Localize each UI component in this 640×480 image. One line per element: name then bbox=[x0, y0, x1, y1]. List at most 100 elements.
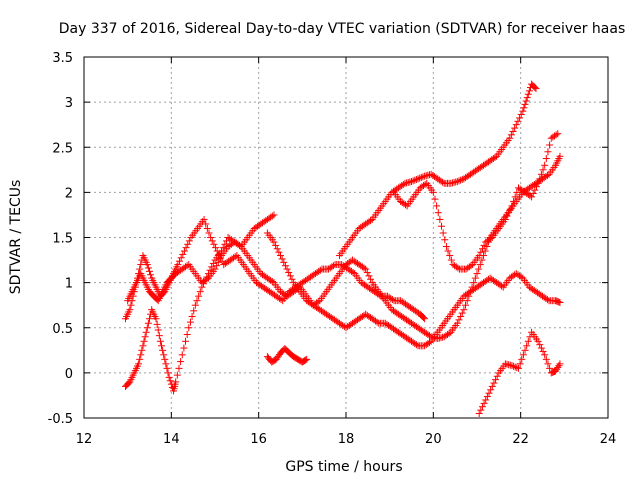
data-point bbox=[442, 243, 450, 251]
data-point bbox=[288, 275, 296, 283]
data-point bbox=[534, 337, 542, 345]
data-point bbox=[180, 344, 188, 352]
data-point bbox=[154, 326, 162, 334]
data-point bbox=[462, 301, 470, 309]
data-point bbox=[537, 170, 545, 178]
data-point bbox=[160, 351, 168, 359]
data-point bbox=[525, 87, 533, 95]
data-point bbox=[513, 364, 521, 372]
data-point bbox=[531, 186, 539, 194]
data-point bbox=[482, 396, 490, 404]
data-point bbox=[316, 266, 324, 274]
data-point bbox=[537, 344, 545, 352]
data-point bbox=[349, 268, 357, 276]
x-tick-label: 12 bbox=[76, 432, 93, 447]
data-point bbox=[514, 364, 522, 372]
data-point bbox=[466, 288, 474, 296]
data-point bbox=[553, 365, 561, 373]
data-point bbox=[273, 245, 281, 253]
data-point bbox=[493, 372, 501, 380]
data-point bbox=[447, 256, 455, 264]
data-point bbox=[146, 267, 153, 275]
data-point bbox=[314, 298, 322, 306]
data-point bbox=[438, 222, 446, 230]
data-point bbox=[152, 315, 160, 323]
data-point bbox=[506, 134, 514, 142]
data-point bbox=[416, 174, 424, 182]
data-point bbox=[175, 364, 183, 372]
data-point bbox=[523, 94, 531, 102]
data-point bbox=[458, 309, 466, 317]
data-point bbox=[512, 121, 520, 129]
data-point bbox=[517, 111, 525, 119]
data-point bbox=[421, 180, 429, 188]
data-point bbox=[195, 292, 203, 300]
data-point bbox=[367, 275, 375, 283]
data-point bbox=[475, 409, 483, 417]
data-point bbox=[205, 229, 213, 237]
data-point bbox=[426, 338, 434, 346]
data-marks bbox=[121, 80, 564, 417]
data-point bbox=[508, 202, 516, 210]
data-point bbox=[556, 360, 564, 368]
data-point bbox=[185, 237, 193, 245]
data-point bbox=[236, 241, 244, 249]
data-point bbox=[532, 85, 540, 93]
data-point bbox=[524, 337, 532, 345]
data-point bbox=[211, 265, 219, 273]
data-point bbox=[156, 337, 164, 345]
data-point bbox=[536, 341, 544, 349]
data-point bbox=[163, 364, 171, 372]
data-point bbox=[186, 318, 194, 326]
data-point bbox=[153, 320, 161, 328]
data-point bbox=[431, 195, 439, 203]
data-point bbox=[203, 275, 211, 283]
data-point bbox=[555, 362, 563, 370]
data-point bbox=[136, 355, 144, 363]
data-point bbox=[185, 324, 193, 332]
data-point bbox=[367, 217, 375, 225]
data-point bbox=[275, 248, 283, 256]
y-tick-label: 0.5 bbox=[52, 322, 73, 337]
data-point bbox=[409, 177, 417, 185]
data-point bbox=[144, 264, 152, 272]
data-point bbox=[277, 296, 285, 304]
data-point bbox=[191, 301, 199, 309]
x-tick-label: 14 bbox=[163, 432, 180, 447]
data-point bbox=[542, 355, 550, 363]
data-point bbox=[523, 342, 531, 350]
data-point bbox=[147, 271, 155, 279]
data-point bbox=[138, 346, 146, 354]
data-point bbox=[172, 378, 180, 386]
data-point bbox=[485, 389, 493, 397]
data-point bbox=[434, 209, 442, 217]
data-point bbox=[183, 331, 191, 339]
data-point bbox=[360, 264, 368, 272]
data-point bbox=[277, 252, 284, 260]
data-point bbox=[483, 393, 491, 401]
data-point bbox=[420, 314, 428, 322]
data-point bbox=[455, 316, 463, 324]
data-point bbox=[468, 283, 476, 291]
data-point bbox=[139, 342, 147, 350]
data-point bbox=[363, 268, 371, 276]
data-point bbox=[173, 371, 181, 379]
data-point bbox=[439, 229, 447, 237]
data-point bbox=[539, 166, 547, 174]
data-point bbox=[498, 282, 506, 290]
data-point bbox=[541, 351, 549, 359]
data-point bbox=[184, 240, 192, 248]
data-point bbox=[268, 277, 276, 285]
y-axis-title: SDTVAR / TECUs bbox=[8, 180, 24, 295]
data-point bbox=[166, 377, 174, 385]
x-tick-label: 24 bbox=[600, 432, 617, 447]
data-point bbox=[444, 247, 452, 255]
data-point bbox=[411, 176, 419, 184]
data-point bbox=[414, 175, 422, 183]
data-point bbox=[463, 297, 471, 305]
data-point bbox=[210, 240, 218, 248]
data-point bbox=[542, 155, 550, 163]
data-point bbox=[178, 351, 186, 359]
x-axis-title: GPS time / hours bbox=[285, 459, 402, 475]
data-point bbox=[516, 114, 524, 122]
